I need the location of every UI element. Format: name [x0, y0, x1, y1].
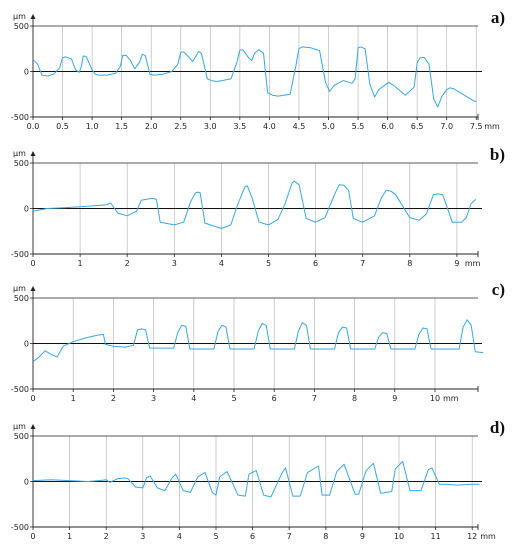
x-tick-label: 6.0 — [381, 122, 394, 131]
y-tick-label: -500 — [11, 523, 29, 532]
profile-trace — [32, 319, 484, 363]
x-tick-label: 3.5 — [233, 122, 246, 131]
x-tick-label: 3 — [151, 394, 156, 403]
x-tick-label: 7 — [287, 532, 292, 541]
x-tick-label: 4.5 — [293, 122, 306, 131]
y-axis-arrow — [30, 424, 36, 429]
x-tick-label: 11 — [431, 532, 441, 541]
y-axis-unit-label: µm — [13, 149, 26, 158]
x-tick-label: 0.0 — [27, 122, 40, 131]
x-tick-label: 7 — [360, 259, 365, 268]
x-tick-label: 8 — [352, 394, 357, 403]
x-tick-label: 9 — [392, 394, 397, 403]
x-tick-label: 6 — [272, 394, 277, 403]
profile-trace — [32, 46, 477, 108]
y-axis-unit-label: µm — [13, 284, 26, 293]
y-axis-unit-label: µm — [13, 12, 26, 21]
x-tick-label: 9 — [454, 259, 459, 268]
y-axis-arrow — [30, 14, 36, 19]
x-axis-unit-label: mm — [443, 394, 459, 403]
panel-label: c) — [492, 280, 505, 299]
y-tick-label: 0 — [24, 68, 29, 77]
panel-label: d) — [490, 418, 505, 437]
y-axis-arrow — [30, 151, 36, 156]
x-tick-label: 4 — [177, 532, 182, 541]
x-tick-label: 0 — [30, 532, 35, 541]
x-tick-label: 5.0 — [322, 122, 335, 131]
y-tick-label: 0 — [24, 205, 29, 214]
x-tick-label: 5 — [231, 394, 236, 403]
x-tick-label: 10 — [430, 394, 440, 403]
y-axis-arrow — [30, 286, 36, 291]
y-tick-label: -500 — [11, 385, 29, 394]
x-tick-label: 1.5 — [115, 122, 128, 131]
y-tick-label: -500 — [11, 250, 29, 259]
y-tick-label: -500 — [11, 113, 29, 122]
profile-trace — [32, 461, 480, 498]
x-tick-label: 0 — [30, 259, 35, 268]
x-tick-label: 0 — [30, 394, 35, 403]
x-axis-unit-label: mm — [465, 259, 481, 268]
x-tick-label: 6 — [250, 532, 255, 541]
x-tick-label: 4 — [191, 394, 196, 403]
y-tick-label: 500 — [14, 159, 29, 168]
x-tick-label: 7.5 — [470, 122, 483, 131]
x-tick-label: 7 — [312, 394, 317, 403]
y-tick-label: 500 — [14, 432, 29, 441]
x-tick-label: 8 — [407, 259, 412, 268]
x-tick-label: 0.5 — [56, 122, 69, 131]
x-tick-label: 2 — [111, 394, 116, 403]
x-axis-unit-label: mm — [484, 122, 500, 131]
profile-trace — [32, 180, 477, 229]
x-tick-label: 12 — [467, 532, 477, 541]
y-tick-label: 0 — [24, 340, 29, 349]
x-tick-label: 1 — [78, 259, 83, 268]
x-tick-label: 4 — [219, 259, 224, 268]
chart-panel-1: 500 0 -500 µm 0.0 0.5 1.0 1.5 2.0 2.5 3.0 3.5 4.0 4.5… — [11, 8, 505, 131]
x-tick-label: 3 — [140, 532, 145, 541]
x-tick-label: 2 — [104, 532, 109, 541]
x-tick-label: 2.5 — [174, 122, 187, 131]
x-tick-label: 4.0 — [263, 122, 276, 131]
x-tick-label: 1 — [67, 532, 72, 541]
x-tick-label: 7.0 — [440, 122, 453, 131]
y-tick-label: 0 — [24, 478, 29, 487]
x-axis-unit-label: mm — [480, 532, 496, 541]
x-tick-label: 8 — [323, 532, 328, 541]
x-tick-label: 1.0 — [86, 122, 99, 131]
x-tick-label: 5.5 — [352, 122, 365, 131]
y-tick-label: 500 — [14, 22, 29, 31]
x-tick-label: 2 — [125, 259, 130, 268]
x-tick-label: 2.0 — [145, 122, 158, 131]
x-tick-label: 9 — [360, 532, 365, 541]
x-tick-label: 6 — [313, 259, 318, 268]
y-tick-label: 500 — [14, 294, 29, 303]
x-tick-label: 3.0 — [204, 122, 217, 131]
x-tick-label: 1 — [71, 394, 76, 403]
panel-label: a) — [491, 8, 505, 27]
panel-label: b) — [490, 145, 505, 164]
x-tick-label: 6.5 — [411, 122, 424, 131]
x-tick-label: 5 — [266, 259, 271, 268]
y-axis-unit-label: µm — [13, 422, 26, 431]
x-tick-label: 3 — [172, 259, 177, 268]
x-tick-label: 5 — [213, 532, 218, 541]
x-tick-label: 10 — [394, 532, 404, 541]
